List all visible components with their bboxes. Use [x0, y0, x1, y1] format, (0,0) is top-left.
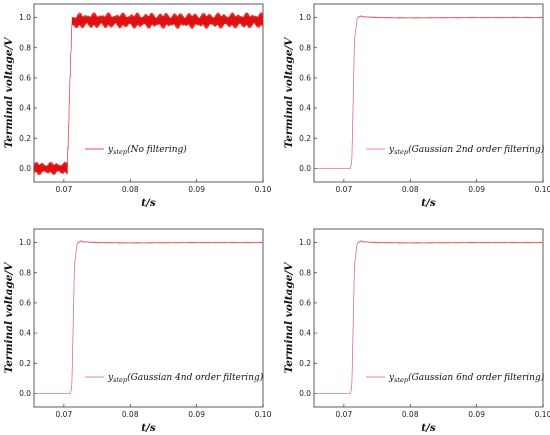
x-tick-label: 0.07	[56, 185, 73, 194]
y-tick-label: 0.8	[19, 43, 31, 52]
x-tick-label: 0.09	[468, 185, 485, 194]
y-tick-label: 1.0	[299, 13, 311, 22]
x-tick-label: 0.09	[188, 185, 205, 194]
y-tick-label: 0.6	[299, 74, 311, 83]
y-tick-label: 0.4	[19, 104, 31, 113]
y-tick-label: 0.0	[299, 389, 311, 398]
series-line	[314, 15, 544, 169]
x-axis-label: t/s	[421, 197, 436, 209]
x-tick-label: 0.10	[255, 185, 272, 194]
x-axis-label: t/s	[421, 422, 436, 434]
chart-panel-2: 0.0 0.2 0.4 0.6 0.8 1.0 0.07 0.08 0.09 0.10 t/s Ter…	[283, 3, 550, 209]
y-axis-label: Terminal voltage/V	[3, 261, 15, 374]
plot-frame	[313, 3, 544, 183]
y-tick-label: 0.4	[299, 104, 311, 113]
y-tick-label: 0.2	[19, 134, 31, 143]
series-line	[33, 12, 264, 176]
series-line	[314, 240, 544, 394]
plot-frame	[33, 228, 264, 408]
y-tick-label: 0.2	[299, 134, 311, 143]
plot-frame	[33, 3, 264, 183]
x-axis-label: t/s	[141, 422, 156, 434]
y-tick-label: 0.6	[299, 299, 311, 308]
y-tick-label: 0.0	[19, 389, 31, 398]
y-tick-label: 0.8	[299, 268, 311, 277]
chart-panel-1: 0.0 0.2 0.4 0.6 0.8 1.0 0.07 0.08 0.09 0.10 t/s Ter…	[3, 3, 272, 209]
y-tick-label: 0.2	[299, 359, 311, 368]
x-tick-label: 0.09	[468, 410, 485, 419]
y-tick-label: 0.8	[19, 268, 31, 277]
x-tick-label: 0.10	[535, 410, 550, 419]
plot-frame	[313, 228, 544, 408]
chart-panel-3: 0.0 0.2 0.4 0.6 0.8 1.0 0.07 0.08 0.09 0.10 t/s Ter…	[3, 228, 272, 434]
legend-label: ystep(Gaussian 6nd order filtering)	[388, 372, 545, 384]
y-tick-label: 1.0	[19, 238, 31, 247]
x-axis-label: t/s	[141, 197, 156, 209]
x-tick-label: 0.09	[188, 410, 205, 419]
x-tick-label: 0.08	[402, 410, 419, 419]
y-tick-label: 0.4	[19, 329, 31, 338]
y-tick-label: 0.4	[299, 329, 311, 338]
y-tick-label: 0.0	[19, 164, 31, 173]
x-tick-label: 0.07	[336, 410, 353, 419]
x-tick-label: 0.08	[122, 185, 139, 194]
y-tick-label: 0.6	[19, 299, 31, 308]
x-tick-label: 0.10	[255, 410, 272, 419]
y-tick-label: 0.6	[19, 74, 31, 83]
x-tick-label: 0.07	[56, 410, 73, 419]
y-tick-label: 0.2	[19, 359, 31, 368]
x-tick-label: 0.07	[336, 185, 353, 194]
x-tick-label: 0.08	[122, 410, 139, 419]
legend-label: ystep(Gaussian 4nd order filtering)	[107, 372, 264, 384]
x-tick-label: 0.08	[402, 185, 419, 194]
y-tick-label: 0.8	[299, 43, 311, 52]
series-line	[34, 240, 264, 394]
legend-label: ystep(Gaussian 2nd order filtering)	[388, 144, 545, 156]
legend-label: ystep(No filtering)	[107, 144, 187, 156]
y-tick-label: 0.0	[299, 164, 311, 173]
chart-panel-4: 0.0 0.2 0.4 0.6 0.8 1.0 0.07 0.08 0.09 0.10 t/s Ter…	[283, 228, 550, 434]
y-tick-label: 1.0	[299, 238, 311, 247]
y-axis-label: Terminal voltage/V	[3, 36, 15, 149]
y-tick-label: 1.0	[19, 13, 31, 22]
y-axis-label: Terminal voltage/V	[283, 36, 295, 149]
y-axis-label: Terminal voltage/V	[283, 261, 295, 374]
x-tick-label: 0.10	[535, 185, 550, 194]
